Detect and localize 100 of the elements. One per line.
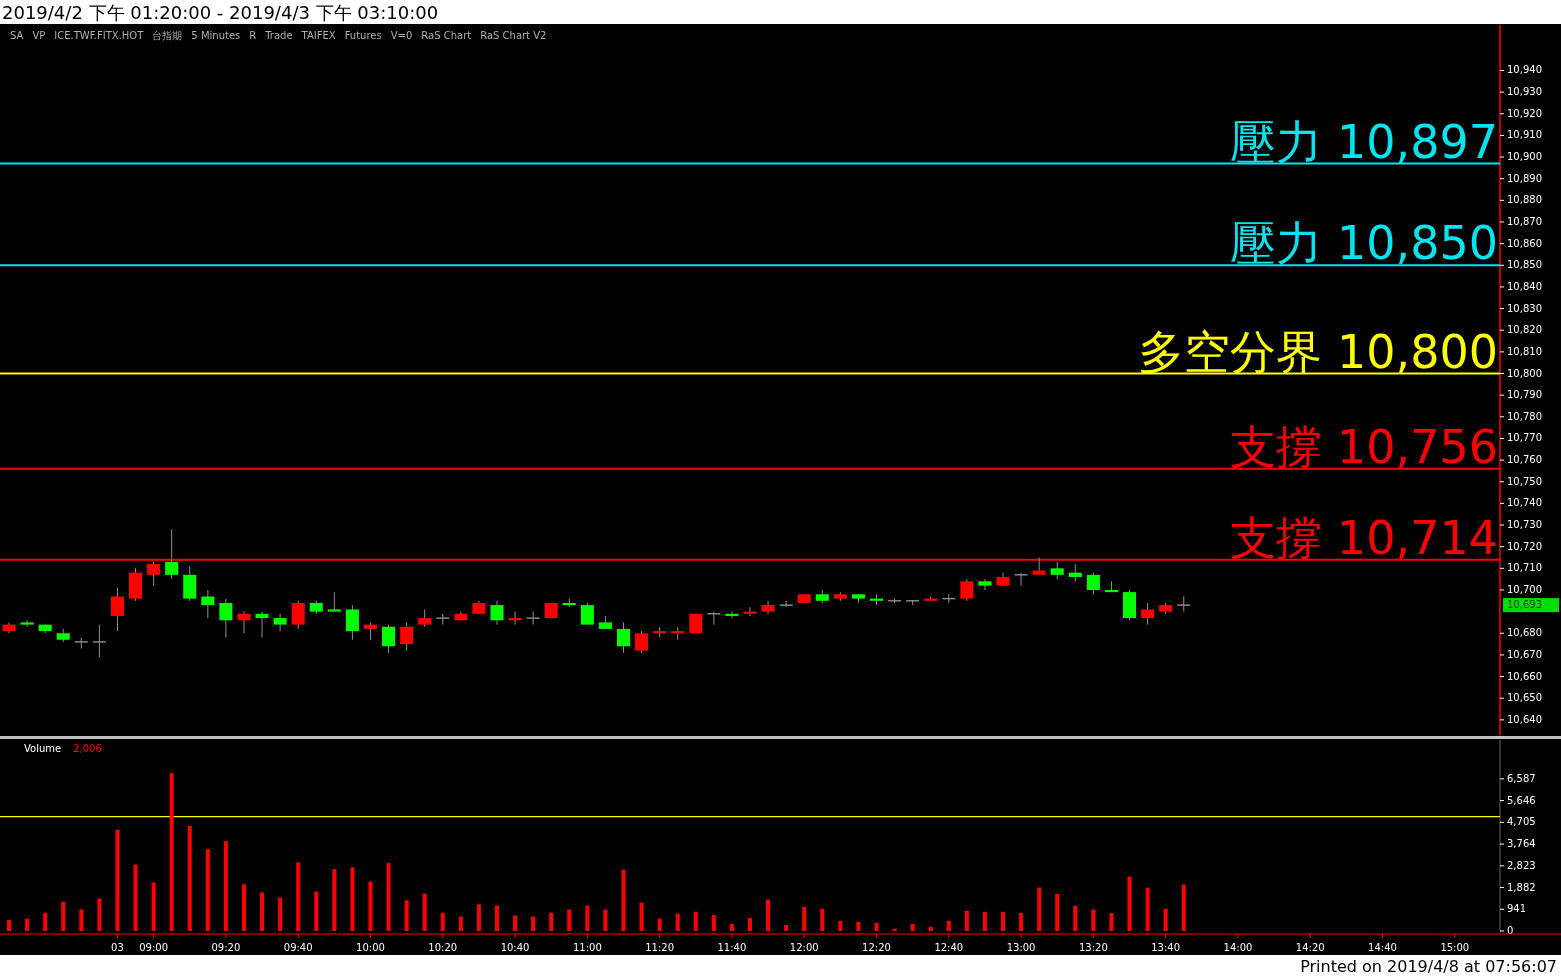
x-tick-label: 12:20 bbox=[862, 942, 891, 953]
x-tick-label: 13:00 bbox=[1006, 942, 1036, 953]
candlestick bbox=[327, 591, 341, 613]
bar bbox=[458, 916, 463, 931]
annotation: R bbox=[249, 30, 257, 41]
bar bbox=[260, 892, 265, 931]
bar bbox=[766, 899, 771, 931]
bar bbox=[513, 915, 518, 931]
y-tick-label: 10,710 bbox=[1507, 562, 1542, 574]
text: Printed on 2019/4/8 at 07:56:07 bbox=[1300, 957, 1557, 976]
candlestick bbox=[526, 611, 540, 626]
bar bbox=[874, 922, 879, 931]
bar bbox=[25, 918, 30, 931]
x-tick-label: 10:00 bbox=[356, 942, 385, 953]
y-tick-label: 4,705 bbox=[1507, 816, 1536, 828]
annotation: Trade bbox=[264, 30, 293, 41]
chart-title: 2019/4/2 下午 01:20:00 - 2019/4/3 下午 03:10:00 bbox=[2, 2, 439, 23]
annotation: Futures bbox=[344, 30, 382, 41]
bar bbox=[1127, 876, 1132, 931]
x-tick-label: 10:40 bbox=[500, 942, 530, 953]
bar bbox=[241, 884, 246, 931]
candlestick bbox=[291, 600, 305, 630]
annotation: VP bbox=[32, 30, 46, 41]
bar bbox=[1109, 912, 1114, 931]
annotation: RaS Chart bbox=[421, 30, 472, 41]
bar bbox=[838, 920, 843, 931]
bar bbox=[404, 900, 409, 931]
bar bbox=[1091, 909, 1096, 931]
candlestick bbox=[743, 606, 757, 617]
candlestick bbox=[580, 602, 594, 626]
candlestick bbox=[761, 600, 775, 615]
annotation: TAIFEX bbox=[300, 30, 336, 41]
bar bbox=[115, 830, 120, 931]
y-tick-label: 10,680 bbox=[1507, 627, 1542, 639]
candlestick bbox=[1014, 572, 1028, 587]
x-tick-label: 10:20 bbox=[428, 942, 458, 953]
candlestick bbox=[20, 619, 34, 628]
text: 10,693 bbox=[1507, 599, 1542, 611]
y-tick-label: 10,880 bbox=[1507, 194, 1542, 206]
candlestick bbox=[490, 600, 504, 626]
ref-line-label: 支撐 10,756 bbox=[1230, 419, 1498, 474]
candlestick bbox=[183, 565, 197, 602]
annotation: 2,006 bbox=[73, 743, 102, 754]
bar bbox=[187, 825, 192, 931]
y-tick-label: 10,740 bbox=[1507, 497, 1542, 509]
ref-line-label: 壓力 10,850 bbox=[1230, 216, 1498, 271]
y-tick-label: 10,640 bbox=[1507, 713, 1542, 725]
bar bbox=[748, 918, 752, 931]
bar bbox=[97, 898, 102, 931]
annotation: V=0 bbox=[390, 30, 413, 41]
bar bbox=[133, 864, 138, 931]
y-tick-label: 10,760 bbox=[1507, 454, 1542, 466]
bar bbox=[476, 904, 481, 931]
y-tick-label: 2,823 bbox=[1507, 859, 1536, 871]
x-tick-label: 13:20 bbox=[1078, 942, 1108, 953]
bar bbox=[549, 912, 554, 931]
y-tick-label: 10,800 bbox=[1507, 367, 1542, 379]
bar bbox=[386, 863, 391, 931]
x-tick-label: 12:00 bbox=[789, 942, 819, 953]
x-tick-label: 09:40 bbox=[283, 942, 313, 953]
y-tick-label: 10,700 bbox=[1507, 583, 1542, 595]
annotation: 5 Minutes bbox=[191, 30, 241, 41]
y-tick-label: 5,646 bbox=[1507, 794, 1536, 806]
bar bbox=[982, 911, 987, 931]
bar bbox=[784, 925, 789, 931]
y-tick-label: 10,920 bbox=[1507, 107, 1542, 119]
candlestick bbox=[201, 589, 215, 619]
bar bbox=[693, 911, 698, 931]
candlestick bbox=[273, 613, 287, 632]
bar bbox=[946, 920, 951, 931]
y-tick-label: 10,890 bbox=[1507, 172, 1542, 184]
y-tick-label: 1,882 bbox=[1507, 881, 1536, 893]
candlestick bbox=[508, 611, 522, 626]
bar bbox=[332, 869, 337, 931]
y-tick-label: 10,930 bbox=[1507, 86, 1542, 98]
bar bbox=[1019, 912, 1024, 931]
y-tick-label: 10,900 bbox=[1507, 151, 1542, 163]
bar bbox=[205, 849, 210, 931]
y-tick-label: 10,850 bbox=[1507, 259, 1542, 271]
candlestick bbox=[219, 598, 233, 639]
candlestick bbox=[978, 578, 992, 591]
y-tick-label: 10,650 bbox=[1507, 692, 1542, 704]
candlestick bbox=[616, 621, 630, 654]
x-tick-label: 14:00 bbox=[1223, 942, 1253, 953]
x-tick-label: 15:00 bbox=[1440, 942, 1470, 953]
y-tick-label: 10,820 bbox=[1507, 324, 1542, 336]
y-tick-label: 10,780 bbox=[1507, 410, 1542, 422]
bar bbox=[567, 909, 572, 931]
candlestick bbox=[255, 611, 269, 639]
y-tick-label: 10,790 bbox=[1507, 389, 1542, 401]
bar bbox=[1001, 911, 1006, 931]
y-tick-label: 10,730 bbox=[1507, 519, 1542, 531]
bar bbox=[7, 919, 12, 931]
candlestick bbox=[382, 624, 396, 654]
annotation: ICE.TWF.FITX.HOT bbox=[54, 30, 145, 41]
x-tick-label: 09:00 bbox=[139, 942, 169, 953]
candlestick bbox=[725, 611, 739, 619]
bar bbox=[729, 923, 734, 931]
bar bbox=[79, 909, 84, 931]
y-tick-label: 10,720 bbox=[1507, 540, 1542, 552]
